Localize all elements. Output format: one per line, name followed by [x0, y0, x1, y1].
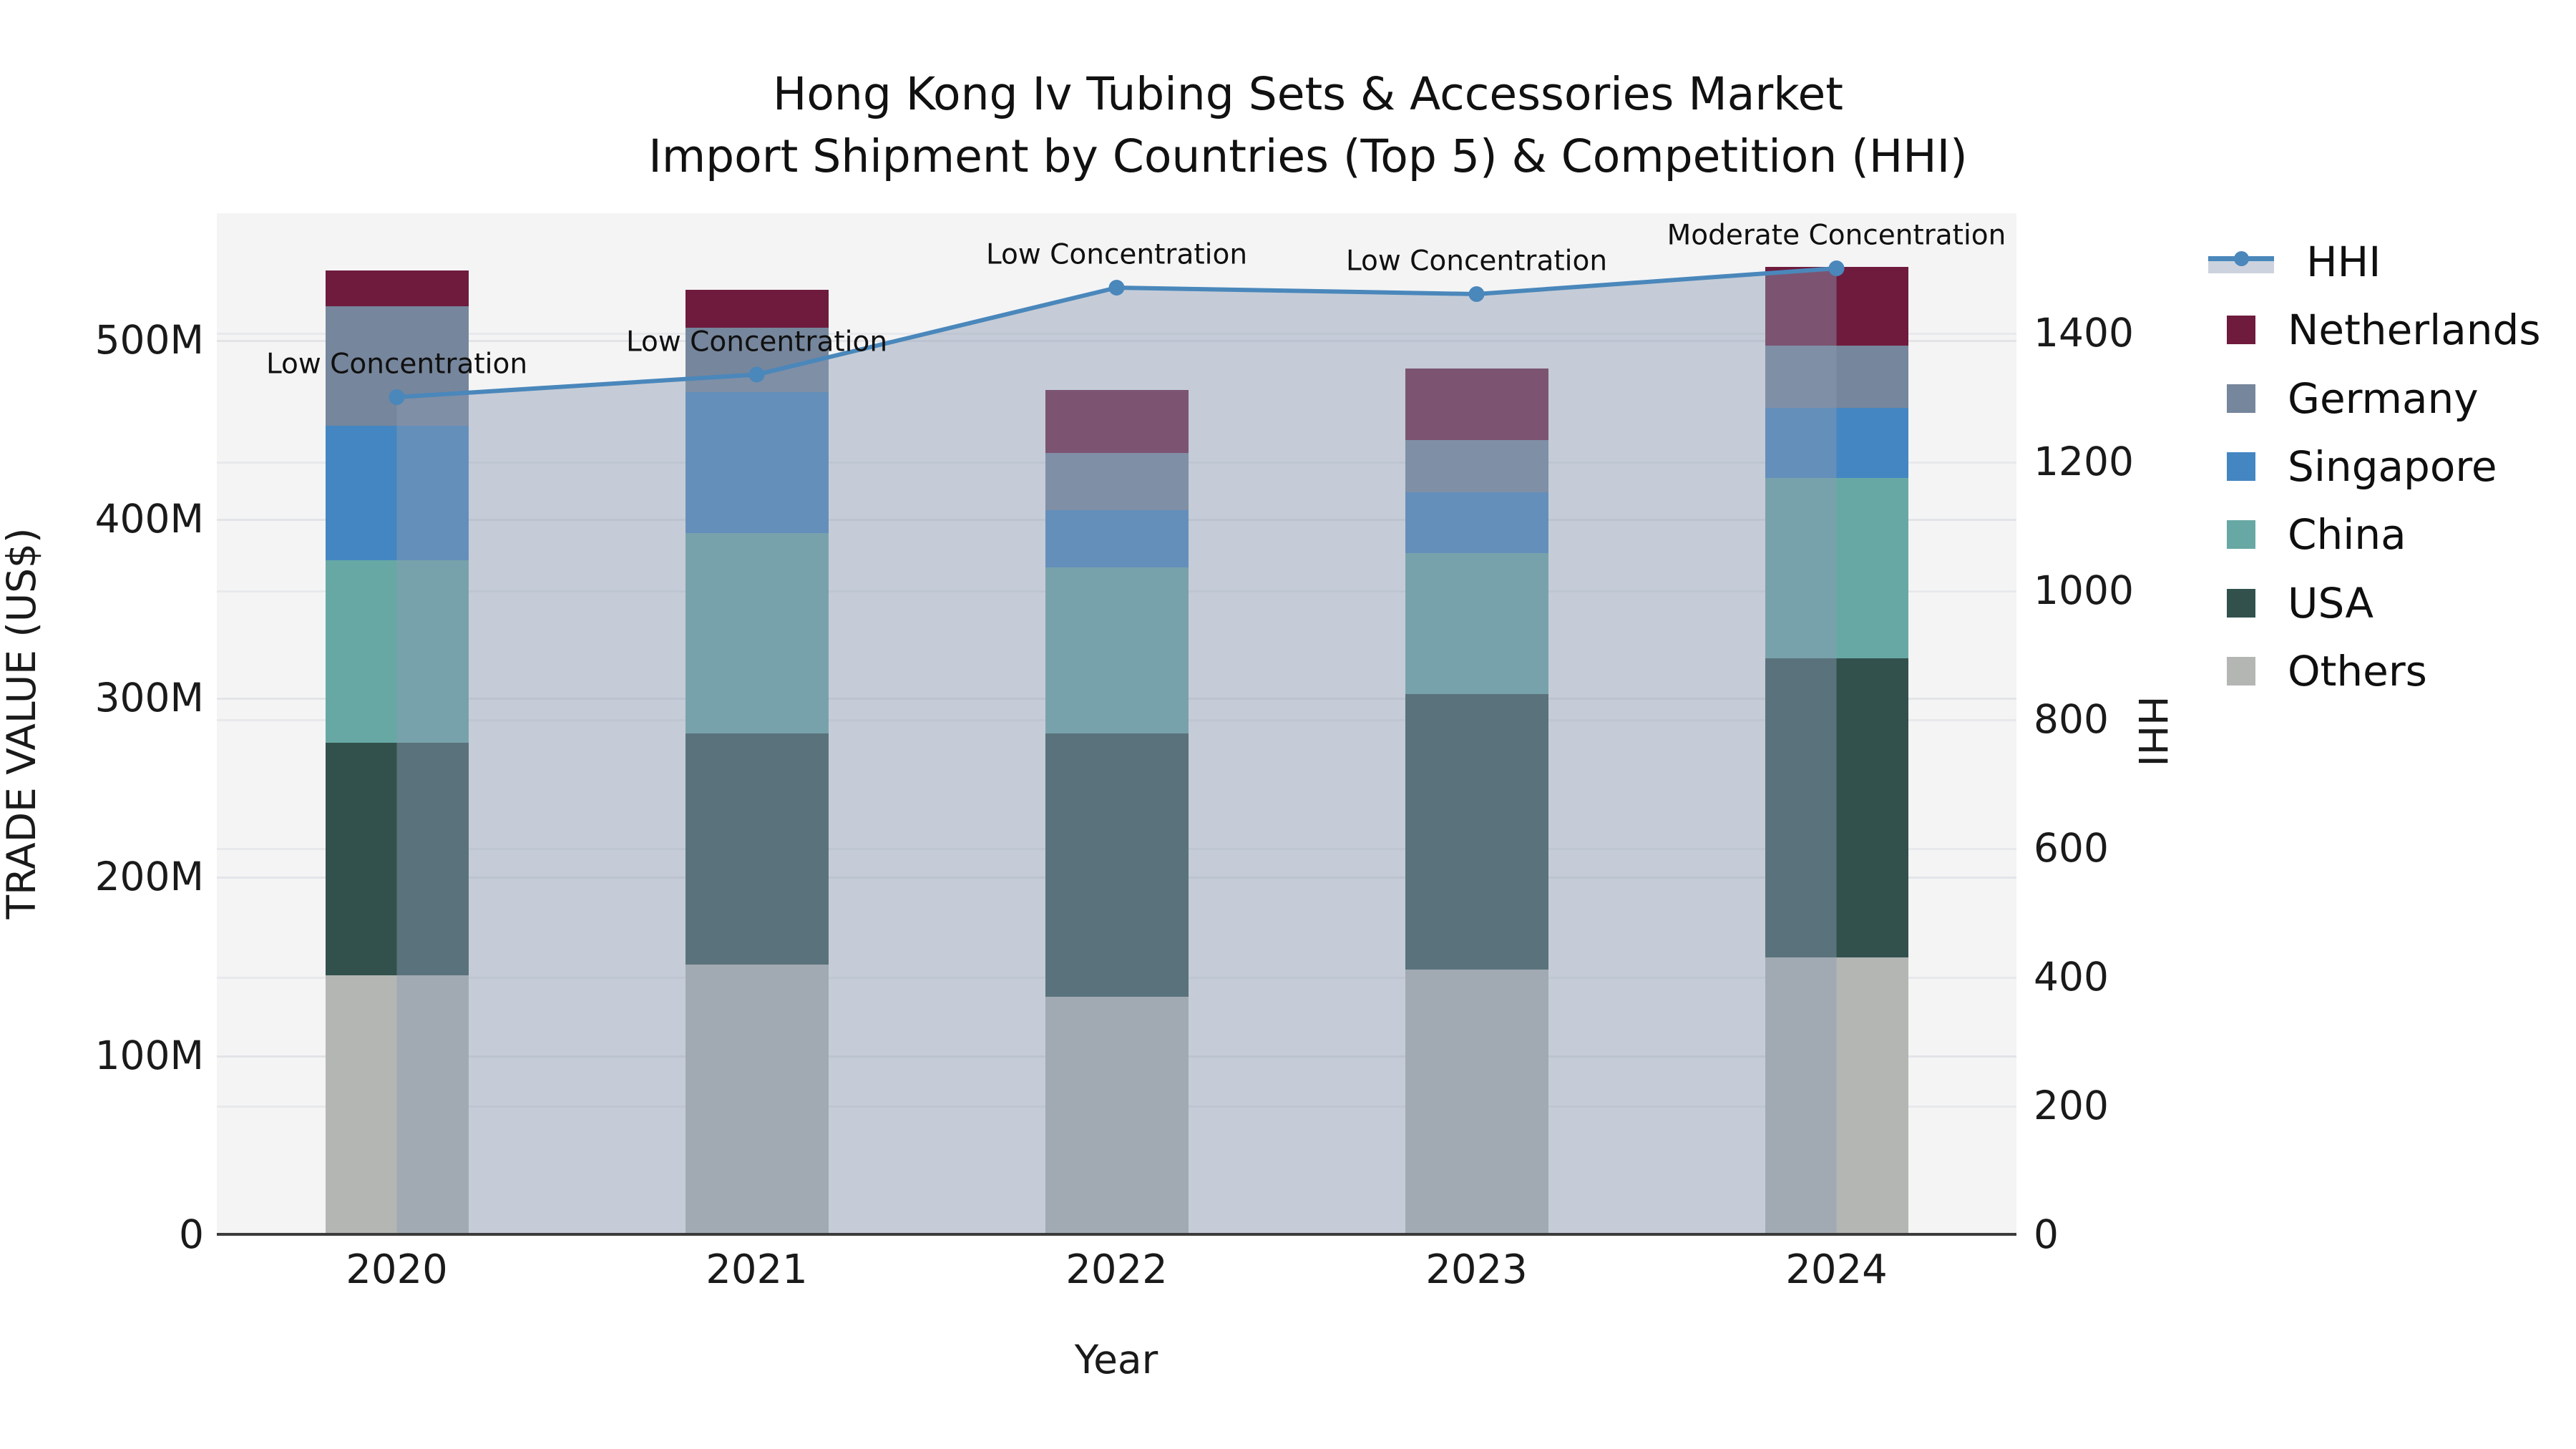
bar-2024-usa[interactable]	[1765, 658, 1908, 957]
legend-label-usa: USA	[2288, 578, 2374, 628]
bar-2022-usa[interactable]	[1045, 733, 1189, 997]
hhi-marker-2023[interactable]	[1468, 286, 1485, 302]
right-tick-600: 600	[2034, 825, 2109, 871]
legend-item-netherlands[interactable]: Netherlands	[2208, 306, 2541, 355]
left-tick-300m: 300M	[94, 675, 204, 721]
legend-item-germany[interactable]: Germany	[2208, 374, 2479, 423]
chart-title: Hong Kong Iv Tubing Sets & Accessories M…	[648, 63, 1968, 187]
bar-2023-others[interactable]	[1405, 970, 1548, 1234]
legend-label-china: China	[2288, 510, 2406, 560]
bar-2024-others[interactable]	[1765, 957, 1908, 1234]
legend-label-germany: Germany	[2288, 374, 2479, 423]
bar-2020-netherlands[interactable]	[325, 270, 469, 306]
bar-2023-china[interactable]	[1405, 552, 1548, 694]
bar-2022-others[interactable]	[1045, 996, 1189, 1234]
annotation-2023: Low Concentration	[1345, 245, 1608, 278]
bar-2020-china[interactable]	[325, 560, 469, 743]
bar-2020-others[interactable]	[325, 975, 469, 1234]
bar-2021-others[interactable]	[685, 964, 829, 1234]
left-tick-0: 0	[179, 1211, 204, 1257]
x-axis-line	[217, 1233, 2016, 1236]
bar-2022-china[interactable]	[1045, 567, 1189, 733]
bar-2022-germany[interactable]	[1045, 452, 1189, 510]
bar-2022-netherlands[interactable]	[1045, 390, 1189, 453]
right-tick-800: 800	[2034, 696, 2109, 742]
left-tick-200m: 200M	[94, 854, 204, 899]
bar-2021-china[interactable]	[685, 533, 829, 733]
left-tick-100m: 100M	[94, 1033, 204, 1078]
right-tick-1200: 1200	[2034, 439, 2134, 484]
chart-title-line1: Hong Kong Iv Tubing Sets & Accessories M…	[773, 68, 1843, 120]
x-tick-2024: 2024	[1785, 1246, 1888, 1293]
bar-2024-singapore[interactable]	[1765, 408, 1908, 478]
gridline-right-1400	[217, 333, 2016, 335]
hhi-marker-2020[interactable]	[389, 389, 405, 405]
legend-swatch-others	[2227, 656, 2255, 686]
bar-2024-china[interactable]	[1765, 477, 1908, 658]
bar-2024-germany[interactable]	[1765, 345, 1908, 408]
x-tick-2021: 2021	[706, 1246, 808, 1293]
hhi-marker-2022[interactable]	[1108, 280, 1125, 296]
legend-item-others[interactable]: Others	[2208, 646, 2427, 696]
bar-2021-usa[interactable]	[685, 733, 829, 965]
bar-2023-netherlands[interactable]	[1405, 369, 1548, 440]
legend-swatch-usa	[2227, 588, 2255, 618]
annotation-2020: Low Concentration	[265, 348, 528, 381]
right-tick-0: 0	[2034, 1211, 2059, 1257]
right-tick-1400: 1400	[2034, 310, 2134, 356]
legend-swatch-germany	[2227, 384, 2255, 413]
bar-2021-singapore[interactable]	[685, 391, 829, 533]
left-axis-title: TRADE VALUE (US$)	[0, 527, 44, 919]
legend-item-china[interactable]: China	[2208, 510, 2406, 560]
right-tick-400: 400	[2034, 954, 2109, 1000]
legend-label-singapore: Singapore	[2288, 441, 2497, 491]
x-tick-2020: 2020	[346, 1246, 448, 1293]
legend-label-hhi: HHI	[2306, 238, 2381, 286]
right-tick-200: 200	[2034, 1083, 2109, 1128]
bar-2023-germany[interactable]	[1405, 440, 1548, 492]
x-tick-2023: 2023	[1425, 1246, 1528, 1293]
right-tick-1000: 1000	[2034, 567, 2134, 613]
hhi-marker-2024[interactable]	[1828, 260, 1845, 276]
x-tick-2022: 2022	[1065, 1246, 1168, 1293]
bar-2021-netherlands[interactable]	[685, 290, 829, 328]
annotation-2021: Low Concentration	[625, 326, 888, 358]
right-axis-title: HHI	[2129, 696, 2175, 767]
bar-2023-singapore[interactable]	[1405, 492, 1548, 553]
left-tick-400m: 400M	[94, 496, 204, 542]
legend-item-usa[interactable]: USA	[2208, 578, 2374, 628]
legend-label-netherlands: Netherlands	[2288, 306, 2541, 355]
x-axis-title: Year	[1074, 1337, 1158, 1382]
left-tick-500m: 500M	[94, 317, 204, 363]
legend-label-others: Others	[2288, 646, 2427, 696]
bar-2020-singapore[interactable]	[325, 426, 469, 560]
bar-2023-usa[interactable]	[1405, 694, 1548, 970]
bar-2022-singapore[interactable]	[1045, 509, 1189, 567]
legend-swatch-china	[2227, 520, 2255, 550]
legend-swatch-netherlands	[2227, 316, 2255, 345]
bar-2024-netherlands[interactable]	[1765, 266, 1908, 346]
annotation-2022: Low Concentration	[985, 238, 1248, 271]
annotation-2024: Moderate Concentration	[1667, 219, 2006, 252]
legend-item-singapore[interactable]: Singapore	[2208, 441, 2497, 491]
bar-2020-usa[interactable]	[325, 742, 469, 975]
gridline-left-500m	[217, 340, 2016, 342]
hhi-marker-2021[interactable]	[748, 366, 765, 383]
hhi-line-icon	[2208, 248, 2274, 276]
chart-title-line2: Import Shipment by Countries (Top 5) & C…	[648, 130, 1968, 182]
legend-item-hhi[interactable]: HHI	[2208, 238, 2381, 286]
legend-swatch-singapore	[2227, 452, 2255, 481]
